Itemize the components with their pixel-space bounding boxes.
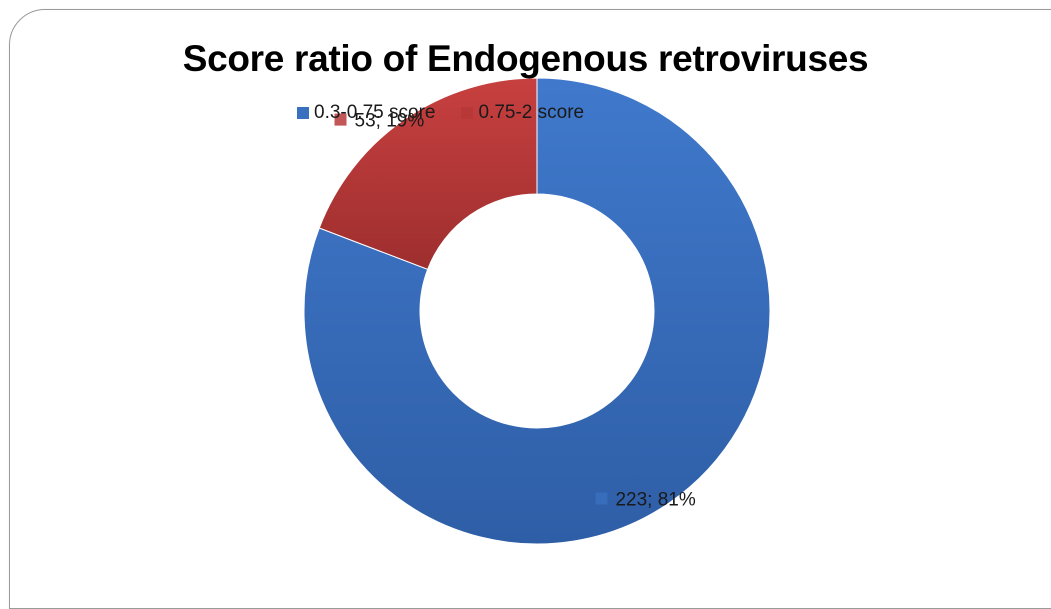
legend-swatch-0 <box>297 107 309 119</box>
legend-swatch-1 <box>461 107 473 119</box>
legend-label-0: 0.3-0.75 score <box>314 102 435 124</box>
chart-title: Score ratio of Endogenous retroviruses <box>0 38 1051 80</box>
legend-label-1: 0.75-2 score <box>478 102 584 124</box>
data-label-marker-0 <box>595 492 607 504</box>
data-label-0: 223; 81% <box>615 489 695 510</box>
chart-legend: 0.3-0.75 score 0.75-2 score <box>297 102 610 124</box>
legend-item-1: 0.75-2 score <box>461 102 584 124</box>
legend-item-0: 0.3-0.75 score <box>297 102 435 124</box>
